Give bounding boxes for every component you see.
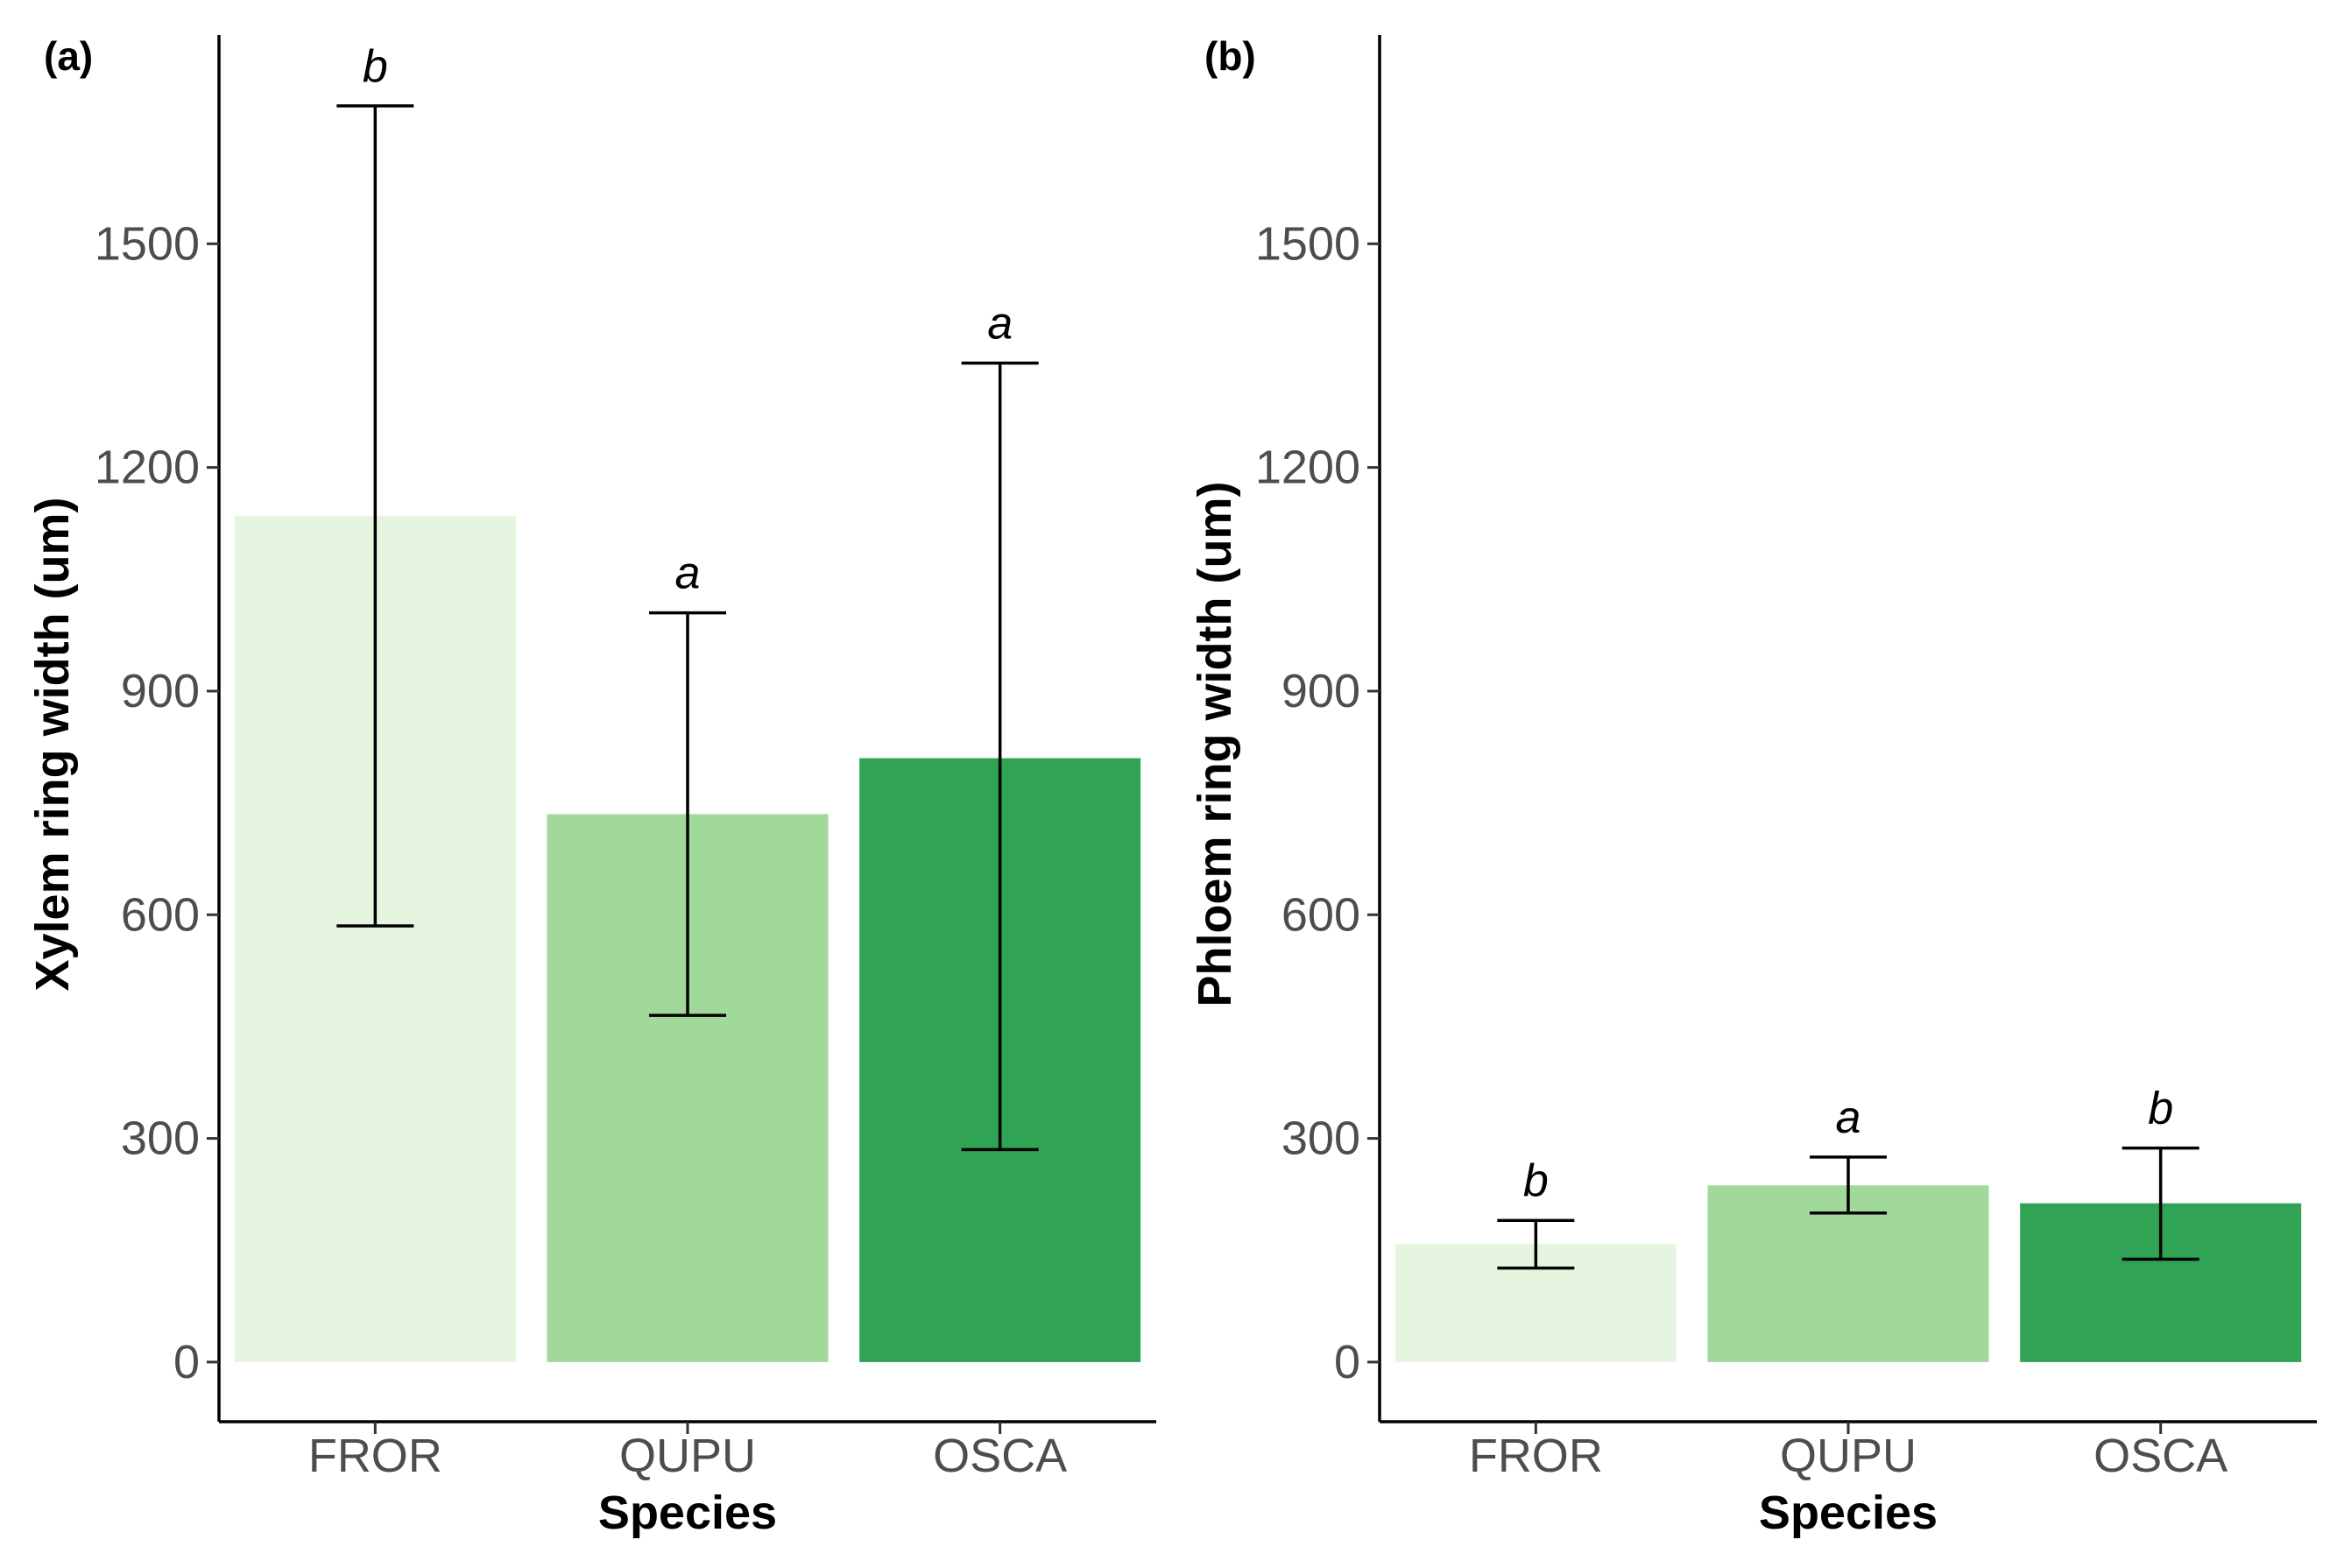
x-axis-title: Species <box>598 1487 777 1539</box>
x-tick-label-osca: OSCA <box>2093 1430 2228 1482</box>
panel-tag: (a) <box>44 33 93 79</box>
significance-label-fror: b <box>363 41 388 92</box>
y-tick-label: 0 <box>173 1336 200 1388</box>
error-bar-osca <box>961 361 1039 1152</box>
y-tick-label: 1200 <box>1255 441 1360 494</box>
error-bar-osca <box>2122 1146 2199 1261</box>
y-tick-label: 600 <box>121 888 200 941</box>
y-axis-title: Xylem ring width (um) <box>26 497 79 991</box>
error-bar-fror <box>336 104 414 928</box>
error-bar-qupu <box>1810 1155 1887 1215</box>
panel-b-phloem: b a b 0 300 600 900 1200 1500 FROR QUPU OSCA Species… <box>1189 33 2317 1539</box>
y-tick-label: 300 <box>1282 1112 1360 1165</box>
y-tick-label: 1500 <box>1255 217 1360 270</box>
error-bar-qupu <box>649 611 726 1017</box>
y-tick-label: 300 <box>121 1112 200 1165</box>
significance-label-qupu: a <box>675 548 701 599</box>
y-tick-label: 900 <box>121 665 200 717</box>
x-tick-label-osca: OSCA <box>933 1430 1067 1482</box>
y-tick-label: 1200 <box>95 441 200 494</box>
bar-qupu <box>1707 1185 1989 1362</box>
panel-a-xylem: b a a 0 300 600 900 1200 1500 FROR QUPU OSCA Species… <box>26 33 1156 1539</box>
x-tick-label-fror: FROR <box>1469 1430 1603 1482</box>
y-tick-label: 0 <box>1334 1336 1360 1388</box>
error-bar-fror <box>1497 1218 1575 1270</box>
x-tick-label-fror: FROR <box>308 1430 442 1482</box>
x-tick-label-qupu: QUPU <box>1780 1430 1917 1482</box>
significance-label-osca: a <box>987 298 1013 349</box>
y-tick-label: 900 <box>1282 665 1360 717</box>
significance-label-fror: b <box>1523 1155 1549 1206</box>
significance-label-osca: b <box>2148 1084 2173 1134</box>
significance-label-qupu: a <box>1836 1092 1861 1143</box>
y-tick-label: 600 <box>1282 888 1360 941</box>
y-axis-title: Phloem ring width (um) <box>1189 482 1241 1007</box>
x-axis-title: Species <box>1759 1487 1938 1539</box>
x-tick-label-qupu: QUPU <box>619 1430 756 1482</box>
panel-tag: (b) <box>1204 33 1256 79</box>
y-tick-label: 1500 <box>95 217 200 270</box>
